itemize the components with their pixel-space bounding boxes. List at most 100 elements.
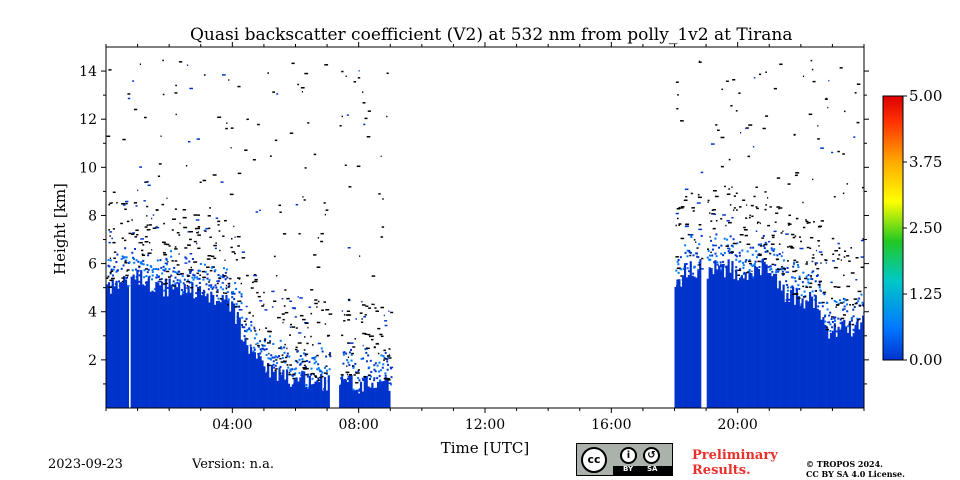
noise-point [251, 281, 254, 284]
noise-point [207, 255, 212, 257]
noise-point [292, 373, 296, 375]
noise-point [163, 243, 167, 245]
noise-point [164, 282, 168, 285]
signal-speckle [825, 301, 828, 304]
noise-point [187, 231, 191, 233]
noise-point [286, 297, 290, 300]
signal-speckle [839, 322, 842, 325]
signal-speckle [835, 330, 838, 333]
signal-speckle [180, 288, 183, 291]
noise-point [163, 253, 168, 256]
noise-point [707, 248, 709, 250]
signal-column [323, 377, 327, 408]
signal-speckle [821, 305, 824, 308]
signal-speckle [698, 243, 701, 246]
signal-speckle [214, 284, 217, 287]
noise-point [360, 321, 364, 323]
signal-column [251, 351, 255, 408]
signal-column [238, 317, 241, 408]
noise-point [770, 243, 775, 245]
signal-column [204, 296, 207, 408]
signal-column [178, 282, 181, 408]
noise-point [693, 239, 696, 241]
signal-speckle [677, 271, 680, 274]
noise-point [346, 365, 348, 367]
attribution-icon: i [620, 447, 637, 464]
signal-speckle [698, 261, 701, 264]
signal-speckle [842, 297, 845, 300]
signal-speckle [348, 364, 351, 367]
signal-column [255, 358, 258, 408]
signal-speckle [198, 277, 201, 280]
signal-column [312, 383, 315, 408]
noise-point [243, 320, 247, 323]
signal-speckle [300, 374, 303, 377]
signal-speckle [133, 261, 136, 264]
noise-point [208, 227, 211, 230]
signal-column [359, 381, 363, 408]
signal-speckle [217, 280, 220, 283]
noise-point [257, 295, 261, 298]
signal-speckle [231, 296, 234, 299]
preliminary-note: Preliminary Results. [692, 448, 778, 478]
signal-speckle [823, 293, 826, 296]
signal-speckle [773, 253, 776, 256]
signal-speckle [742, 261, 745, 264]
colorbar-tick-label: 1.25 [909, 285, 942, 303]
noise-point [732, 242, 737, 245]
preliminary-line-2: Results. [692, 463, 751, 478]
signal-column [746, 279, 749, 408]
x-tick-label: 16:00 [591, 417, 631, 433]
signal-column [363, 376, 366, 408]
noise-point [155, 209, 159, 211]
noise-point [289, 300, 293, 302]
noise-point [382, 384, 387, 387]
signal-speckle [810, 278, 813, 281]
noise-point [820, 147, 824, 149]
signal-speckle [264, 338, 267, 341]
noise-point [305, 367, 309, 370]
noise-point [371, 275, 376, 277]
noise-point [133, 202, 138, 204]
noise-point [854, 302, 858, 305]
signal-speckle [263, 348, 266, 351]
noise-point [722, 214, 726, 216]
noise-point [124, 239, 127, 242]
signal-speckle [770, 247, 773, 250]
noise-point [852, 303, 855, 306]
signal-column [301, 370, 304, 408]
noise-point [259, 209, 261, 212]
signal-speckle [193, 276, 196, 279]
signal-speckle [269, 357, 272, 360]
noise-point [126, 269, 130, 271]
signal-speckle [143, 269, 146, 272]
noise-point [795, 269, 798, 272]
signal-speckle [786, 289, 789, 292]
signal-column [111, 279, 114, 408]
signal-speckle [295, 367, 298, 370]
noise-point [317, 379, 321, 381]
noise-point [685, 195, 688, 198]
noise-point [720, 165, 724, 168]
noise-point [794, 235, 797, 237]
noise-point [152, 227, 157, 229]
signal-column [295, 377, 298, 408]
signal-speckle [271, 356, 274, 359]
signal-speckle [125, 277, 128, 280]
signal-speckle [267, 357, 270, 360]
noise-point [221, 282, 224, 284]
noise-point [724, 185, 726, 188]
signal-column [208, 302, 211, 408]
signal-speckle [358, 389, 361, 392]
noise-point [286, 347, 288, 350]
noise-point [817, 138, 820, 140]
signal-speckle [198, 282, 201, 285]
signal-column [358, 393, 361, 408]
noise-point [178, 61, 183, 63]
noise-point [787, 260, 789, 262]
signal-column [695, 277, 698, 408]
noise-point [733, 207, 736, 209]
signal-column [168, 278, 171, 408]
signal-speckle [824, 314, 827, 317]
signal-speckle [771, 270, 774, 273]
